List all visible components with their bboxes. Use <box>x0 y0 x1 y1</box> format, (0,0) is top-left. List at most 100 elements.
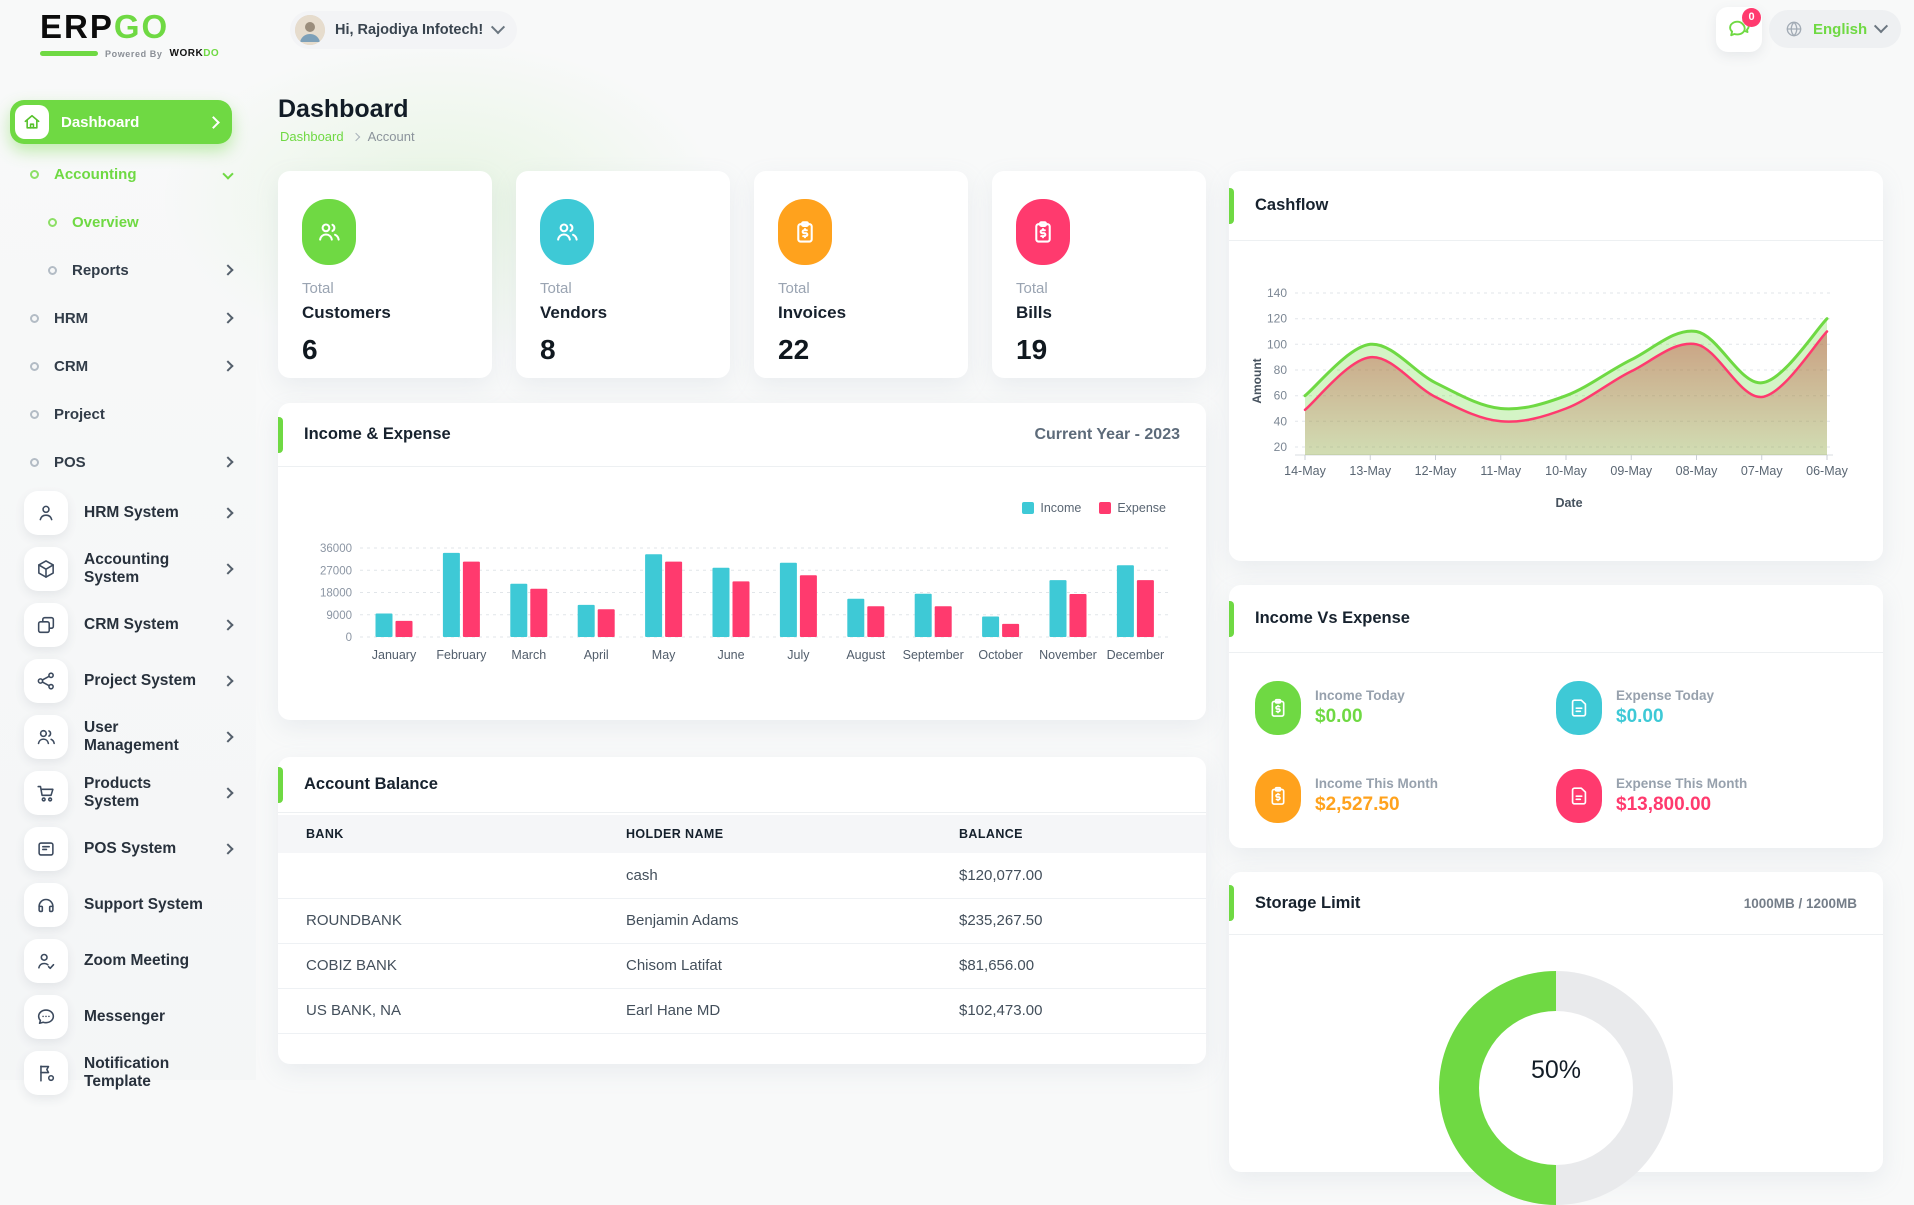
sidebar-item-crm-system[interactable]: CRM System <box>0 597 256 653</box>
stat-card-label: Customers <box>302 303 391 322</box>
sidebar-item-pos-system[interactable]: POS System <box>0 821 256 877</box>
stat-card-value: 22 <box>778 334 810 365</box>
tagline-bar <box>40 51 98 56</box>
legend-item-income[interactable]: Income <box>1022 501 1081 515</box>
ive-tile-label: Income Today <box>1315 688 1405 703</box>
sidebar-item-label: CRM System <box>84 616 179 633</box>
sidebar-tree: Accounting Overview Reports HRM CRM Project PO… <box>0 150 256 486</box>
svg-text:18000: 18000 <box>320 588 352 600</box>
sidebar-apps: HRM System Accounting System CRM System Pro… <box>0 485 256 1101</box>
storage-limit-header: Storage Limit 1000MB / 1200MB <box>1229 872 1883 935</box>
stat-cards-row: Total Customers 6 Total Vendors 8 Total Invoice… <box>278 171 1206 378</box>
sidebar-item-label: Products System <box>84 775 152 810</box>
language-selector[interactable]: English <box>1769 10 1902 48</box>
svg-text:27000: 27000 <box>320 565 352 577</box>
table-cell: Earl Hane MD <box>598 988 931 1034</box>
stat-card-value: 19 <box>1016 334 1048 365</box>
sidebar-item-pos[interactable]: POS <box>0 438 256 486</box>
bullet-icon <box>30 313 39 323</box>
chevron-right-icon <box>222 312 234 324</box>
cards-icon <box>24 603 68 647</box>
chart-legend: Income Expense <box>1022 501 1166 515</box>
breadcrumb-link-dashboard[interactable]: Dashboard <box>280 129 344 144</box>
sidebar: Dashboard Accounting Overview Reports HRM CR… <box>0 73 256 1095</box>
account-balance-panel: Account Balance BANK HOLDER NAME BALANCE c… <box>278 757 1206 1064</box>
sidebar-item-hrm[interactable]: HRM <box>0 294 256 342</box>
svg-text:October: October <box>978 648 1022 662</box>
stat-card-vendors: Total Vendors 8 <box>516 171 730 378</box>
stat-card-label: Invoices <box>778 303 847 322</box>
user-greeting: Hi, Rajodiya Infotech! <box>335 22 484 38</box>
income-vs-expense-panel: Income Vs Expense Income Today $0.00 Expen… <box>1229 585 1883 848</box>
sidebar-item-notification-template[interactable]: Notification Template <box>0 1045 256 1101</box>
svg-text:Amount: Amount <box>1250 358 1264 403</box>
sidebar-item-dashboard[interactable]: Dashboard <box>10 100 232 144</box>
sidebar-item-accounting[interactable]: Accounting <box>0 150 256 198</box>
legend-label: Expense <box>1117 501 1166 515</box>
svg-text:November: November <box>1039 648 1097 662</box>
share-icon <box>24 659 68 703</box>
table-row: COBIZ BANK Chisom Latifat $81,656.00 <box>278 943 1206 989</box>
sidebar-item-overview[interactable]: Overview <box>0 198 256 246</box>
column-header-bank: BANK <box>278 815 598 853</box>
legend-item-expense[interactable]: Expense <box>1099 501 1166 515</box>
sidebar-item-messenger[interactable]: Messenger <box>0 989 256 1045</box>
sidebar-item-label: Accounting <box>54 165 137 183</box>
user-check-icon <box>24 939 68 983</box>
sidebar-item-zoom-meeting[interactable]: Zoom Meeting <box>0 933 256 989</box>
table-cell: COBIZ BANK <box>278 943 598 989</box>
svg-text:13-May: 13-May <box>1349 464 1391 478</box>
sidebar-item-products-system[interactable]: Products System <box>0 765 256 821</box>
user-menu-button[interactable]: Hi, Rajodiya Infotech! <box>290 11 518 49</box>
sidebar-item-reports[interactable]: Reports <box>0 246 256 294</box>
brand-logo: ERPGO Powered By WORKDO <box>40 10 219 59</box>
sidebar-item-accounting-system[interactable]: Accounting System <box>0 541 256 597</box>
sidebar-item-crm[interactable]: CRM <box>0 342 256 390</box>
sidebar-item-label: Dashboard <box>61 113 140 131</box>
income-expense-subtitle: Current Year - 2023 <box>1034 425 1180 443</box>
account-balance-title: Account Balance <box>304 775 438 793</box>
svg-text:April: April <box>584 648 609 662</box>
bullet-icon <box>30 169 39 179</box>
sidebar-item-label: Support System <box>84 896 203 913</box>
sidebar-item-project[interactable]: Project <box>0 390 256 438</box>
table-cell <box>278 853 598 899</box>
sidebar-item-support-system[interactable]: Support System <box>0 877 256 933</box>
chevron-right-icon <box>222 675 234 687</box>
users-icon <box>24 715 68 759</box>
clipboard-dollar-icon <box>1255 769 1301 823</box>
table-cell: $102,473.00 <box>931 988 1206 1034</box>
avatar <box>295 15 325 45</box>
sidebar-item-hrm-system[interactable]: HRM System <box>0 485 256 541</box>
messages-button[interactable]: 0 <box>1716 7 1762 52</box>
stat-card-label: Vendors <box>540 303 608 322</box>
tagline-brand-dark: WORK <box>169 48 204 59</box>
table-cell: $120,077.00 <box>931 853 1206 899</box>
svg-text:36000: 36000 <box>320 543 352 555</box>
table-row: ROUNDBANK Benjamin Adams $235,267.50 <box>278 898 1206 944</box>
storage-limit-panel: Storage Limit 1000MB / 1200MB 50% <box>1229 872 1883 1205</box>
ive-tile-value: $13,800.00 <box>1616 794 1712 815</box>
breadcrumb-separator-icon <box>351 132 360 141</box>
svg-text:9000: 9000 <box>326 610 352 622</box>
brand-name: ERPGO <box>40 10 219 43</box>
headset-icon <box>24 883 68 927</box>
legend-label: Income <box>1040 501 1082 515</box>
sidebar-item-label: Reports <box>72 261 129 279</box>
sidebar-item-project-system[interactable]: Project System <box>0 653 256 709</box>
stat-card-customers: Total Customers 6 <box>278 171 492 378</box>
bullet-icon <box>48 217 57 227</box>
income-expense-bar-chart: 0 9000 18000 27000 36000 January February March… <box>320 543 1172 662</box>
sidebar-item-label: Project <box>54 405 105 423</box>
sidebar-item-user-management[interactable]: User Management <box>0 709 256 765</box>
svg-text:12-May: 12-May <box>1415 464 1457 478</box>
table-row: cash $120,077.00 <box>278 853 1206 899</box>
table-cell: cash <box>598 853 931 899</box>
income-expense-header: Income & Expense Current Year - 2023 <box>278 403 1206 467</box>
svg-text:May: May <box>652 648 676 662</box>
table-cell: Benjamin Adams <box>598 898 931 944</box>
sidebar-item-label: HRM <box>54 309 89 327</box>
chevron-right-icon <box>222 456 234 468</box>
svg-text:March: March <box>511 648 546 662</box>
income-vs-expense-title: Income Vs Expense <box>1255 609 1410 627</box>
